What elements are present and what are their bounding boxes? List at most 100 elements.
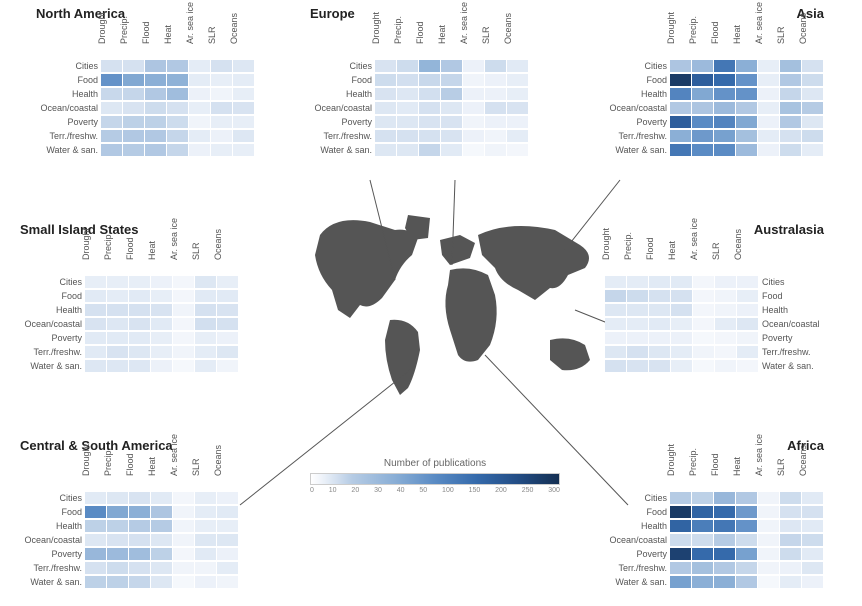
heatmap-row: Terr./freshw. [20, 345, 239, 359]
heatmap-cell [107, 576, 129, 589]
heatmap-cell [101, 130, 123, 143]
heatmap-cell [463, 130, 485, 143]
heatmap-row: Food [605, 289, 824, 303]
col-label: Ar. sea ice [459, 2, 469, 44]
legend-tick: 50 [419, 487, 427, 494]
heatmap-row: Ocean/coastal [605, 101, 824, 115]
heatmap-cell [507, 102, 529, 115]
heatmap-cell [129, 520, 151, 533]
heatmap-cell [217, 276, 239, 289]
col-label: Oceans [798, 13, 808, 44]
heatmap-cell [649, 346, 671, 359]
heatmap-row: Ocean/coastal [310, 101, 529, 115]
heatmap-cell [670, 144, 692, 157]
heatmap-cell [802, 144, 824, 157]
heatmap-cell [101, 88, 123, 101]
heatmap-cell [217, 548, 239, 561]
heatmap-cell [802, 548, 824, 561]
heatmap-cell [129, 346, 151, 359]
heatmap-cell [217, 360, 239, 373]
heatmap-cell [670, 130, 692, 143]
col-label: Drought [601, 228, 611, 260]
heatmap-cell [129, 506, 151, 519]
heatmap-col-labels: DroughtPrecip.FloodHeatAr. sea iceSLROce… [605, 240, 759, 260]
heatmap-cell [129, 304, 151, 317]
heatmap-cell [419, 88, 441, 101]
col-label: Drought [666, 12, 676, 44]
heatmap-cell [173, 318, 195, 331]
row-label: Cities [36, 61, 101, 71]
heatmap-row: Cities [20, 275, 239, 289]
heatmap-cell [737, 346, 759, 359]
region-title: Africa [605, 438, 824, 453]
heatmap-row: Food [20, 289, 239, 303]
heatmap-cell [485, 130, 507, 143]
heatmap-cell [736, 506, 758, 519]
heatmap-cell [670, 116, 692, 129]
row-label: Water & san. [36, 145, 101, 155]
heatmap-cell [167, 116, 189, 129]
heatmap-cell [692, 492, 714, 505]
heatmap-cell [123, 144, 145, 157]
row-label: Ocean/coastal [759, 319, 824, 329]
heatmap-col-labels: DroughtPrecip.FloodHeatAr. sea iceSLROce… [85, 240, 239, 260]
heatmap-cell [85, 562, 107, 575]
heatmap-cell [692, 60, 714, 73]
heatmap-cell [507, 60, 529, 73]
heatmap-cell [463, 102, 485, 115]
row-label: Terr./freshw. [605, 563, 670, 573]
heatmap-row: Poverty [20, 547, 239, 561]
legend: Number of publications 01020304050100150… [310, 458, 560, 494]
heatmap-cell [101, 102, 123, 115]
heatmap-cell [802, 520, 824, 533]
col-label: Ar. sea ice [169, 434, 179, 476]
col-label: Drought [371, 12, 381, 44]
row-label: Water & san. [20, 361, 85, 371]
legend-tick: 300 [548, 487, 560, 494]
heatmap-row: Health [310, 87, 529, 101]
heatmap-cell [129, 548, 151, 561]
row-label: Poverty [605, 549, 670, 559]
heatmap-cell [129, 492, 151, 505]
heatmap-cell [692, 116, 714, 129]
heatmap-cell [173, 576, 195, 589]
heatmap-cell [129, 534, 151, 547]
heatmap-cell [107, 562, 129, 575]
heatmap-cell [736, 130, 758, 143]
col-label: Precip. [119, 16, 129, 44]
heatmap-cell [151, 360, 173, 373]
heatmap-cell [758, 506, 780, 519]
row-label: Ocean/coastal [310, 103, 375, 113]
region-asia: AsiaDroughtPrecip.FloodHeatAr. sea iceSL… [605, 6, 824, 157]
heatmap-cell [671, 360, 693, 373]
heatmap-cell [670, 520, 692, 533]
heatmap-cell [692, 562, 714, 575]
heatmap-cell [107, 318, 129, 331]
heatmap-cell [85, 290, 107, 303]
heatmap-cell [758, 492, 780, 505]
heatmap-cell [670, 102, 692, 115]
heatmap-cell [670, 534, 692, 547]
heatmap-cell [173, 506, 195, 519]
row-label: Poverty [605, 117, 670, 127]
heatmap-cell [195, 360, 217, 373]
heatmap-cell [375, 102, 397, 115]
heatmap-row: Terr./freshw. [605, 561, 824, 575]
col-label: Precip. [393, 16, 403, 44]
heatmap-row: Ocean/coastal [36, 101, 255, 115]
col-label: Precip. [688, 448, 698, 476]
heatmap-col-labels: DroughtPrecip.FloodHeatAr. sea iceSLROce… [670, 456, 824, 476]
heatmap-cell [485, 74, 507, 87]
heatmap-cell [211, 60, 233, 73]
heatmap-cell [649, 318, 671, 331]
heatmap-cell [145, 144, 167, 157]
row-label: Ocean/coastal [605, 103, 670, 113]
heatmap-cell [802, 88, 824, 101]
col-label: Flood [125, 453, 135, 476]
heatmap-cell [670, 74, 692, 87]
heatmap-cell [107, 276, 129, 289]
heatmap-cell [737, 276, 759, 289]
heatmap-cell [780, 548, 802, 561]
row-label: Terr./freshw. [310, 131, 375, 141]
legend-title: Number of publications [310, 458, 560, 469]
